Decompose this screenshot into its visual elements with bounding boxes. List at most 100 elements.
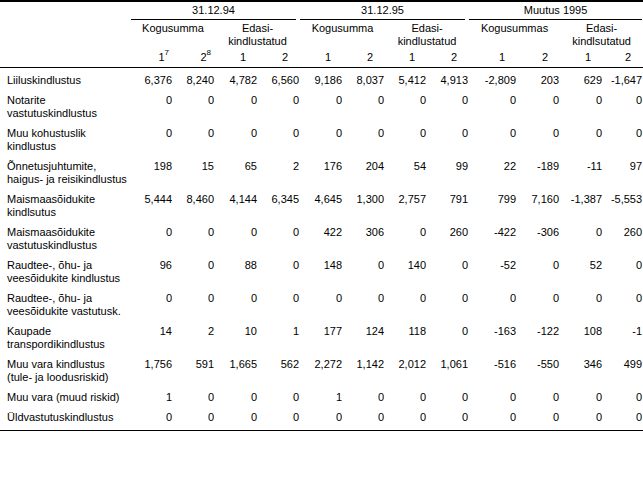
data-cell: 99 [427, 154, 469, 187]
table-row: Raudtee-, õhu- ja veesõidukite vastutusk… [0, 286, 643, 319]
data-cell: 0 [517, 253, 560, 286]
subgroup-header-kogusumma-muutus: Kogusummas [469, 20, 560, 50]
data-cell: 52 [560, 253, 603, 286]
data-cell: 0 [427, 385, 469, 405]
data-cell: 0 [173, 220, 215, 253]
column-group-title: 31.12.94 [131, 4, 296, 20]
data-cell: -189 [517, 154, 560, 187]
table-row: Muu kohustuslik kindlustus000000000000 [0, 121, 643, 154]
data-cell: 140 [385, 253, 427, 286]
column-number: 28 [173, 50, 215, 68]
data-cell: -52 [469, 253, 517, 286]
data-cell: 204 [343, 154, 385, 187]
data-cell: 0 [258, 220, 300, 253]
data-cell: 22 [469, 154, 517, 187]
row-label: Muu kohustuslik kindlustus [0, 121, 131, 154]
data-cell: 0 [300, 405, 343, 431]
column-group-1994: 31.12.94 [131, 1, 300, 20]
data-cell: 88 [215, 253, 258, 286]
data-cell: 54 [385, 154, 427, 187]
data-cell: -11 [560, 154, 603, 187]
corner-cell [0, 50, 131, 68]
data-cell: 0 [603, 385, 643, 405]
data-cell: -163 [469, 319, 517, 352]
column-number: 1 [215, 50, 258, 68]
subgroup-header-kogusumma-95: Kogusumma [300, 20, 385, 50]
column-number-row: 17281212121212 [0, 50, 643, 68]
data-cell: 0 [469, 385, 517, 405]
data-cell: -1 [603, 319, 643, 352]
data-cell: 0 [131, 121, 173, 154]
data-cell: 124 [343, 319, 385, 352]
data-cell: 0 [258, 253, 300, 286]
data-cell: 0 [427, 286, 469, 319]
data-cell: 0 [385, 121, 427, 154]
data-cell: 2,272 [300, 352, 343, 385]
row-label: Raudtee-, õhu- ja veesõidukite vastutusk… [0, 286, 131, 319]
footnote-marker: 8 [207, 48, 211, 57]
data-cell: 791 [427, 187, 469, 220]
data-cell: 0 [215, 405, 258, 431]
data-cell: -1,647 [603, 68, 643, 89]
table-row: Üldvastutuskindlustus000000000000 [0, 405, 643, 431]
row-label: Maismaasõidukite kindlsutus [0, 187, 131, 220]
data-cell: 0 [343, 253, 385, 286]
table-row: Muu vara (muud riskid)100010000000 [0, 385, 643, 405]
data-cell: 0 [427, 319, 469, 352]
data-cell: 0 [215, 286, 258, 319]
data-cell: 118 [385, 319, 427, 352]
data-cell: -1,387 [560, 187, 603, 220]
table-row: Maismaasõidukite kindlsutus5,4448,4604,1… [0, 187, 643, 220]
data-cell: 1 [131, 385, 173, 405]
table-row: Maismaasõidukite vastutuskindlustus00004… [0, 220, 643, 253]
data-cell: 0 [385, 220, 427, 253]
data-cell: 0 [469, 286, 517, 319]
column-number: 17 [131, 50, 173, 68]
data-cell: 0 [131, 220, 173, 253]
data-cell: -516 [469, 352, 517, 385]
data-cell: 0 [385, 88, 427, 121]
data-cell: 4,782 [215, 68, 258, 89]
data-cell: 0 [215, 88, 258, 121]
data-cell: 9,186 [300, 68, 343, 89]
data-cell: -5,553 [603, 187, 643, 220]
data-cell: 346 [560, 352, 603, 385]
data-cell: 8,037 [343, 68, 385, 89]
data-cell: 1,756 [131, 352, 173, 385]
table-row: Kaupade transpordikindlustus142101177124… [0, 319, 643, 352]
row-label: Raudtee-, õhu- ja veesõidukite kindlustu… [0, 253, 131, 286]
table-row: Notarite vastutuskindlustus000000000000 [0, 88, 643, 121]
data-cell: -306 [517, 220, 560, 253]
column-number: 2 [517, 50, 560, 68]
data-cell: 0 [215, 385, 258, 405]
data-cell: 0 [258, 286, 300, 319]
data-cell: 1 [300, 385, 343, 405]
data-cell: 2,757 [385, 187, 427, 220]
data-cell: -422 [469, 220, 517, 253]
data-cell: 0 [343, 286, 385, 319]
data-cell: 6,560 [258, 68, 300, 89]
footnote-marker: 7 [165, 48, 169, 57]
data-cell: 0 [131, 88, 173, 121]
data-cell: 0 [215, 220, 258, 253]
data-cell: 0 [517, 286, 560, 319]
data-cell: 4,645 [300, 187, 343, 220]
data-cell: 0 [560, 88, 603, 121]
data-cell: 15 [173, 154, 215, 187]
data-cell: 0 [215, 121, 258, 154]
data-cell: 0 [300, 286, 343, 319]
row-label: Liiluskindlustus [0, 68, 131, 89]
data-cell: 0 [343, 385, 385, 405]
data-cell: 65 [215, 154, 258, 187]
data-cell: 0 [517, 88, 560, 121]
data-cell: 0 [131, 405, 173, 431]
column-number: 1 [385, 50, 427, 68]
row-label: Muu vara kindlustus (tule- ja loodusrisk… [0, 352, 131, 385]
data-cell: 0 [343, 121, 385, 154]
table-row: Muu vara kindlustus (tule- ja loodusrisk… [0, 352, 643, 385]
data-cell: 0 [258, 121, 300, 154]
data-cell: 0 [385, 405, 427, 431]
data-cell: 0 [560, 405, 603, 431]
corner-cell [0, 20, 131, 50]
data-cell: 5,444 [131, 187, 173, 220]
